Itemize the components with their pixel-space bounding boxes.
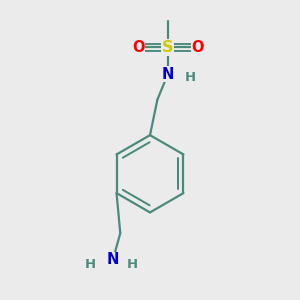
Text: N: N <box>162 67 174 82</box>
Text: S: S <box>162 40 174 55</box>
Text: O: O <box>191 40 204 55</box>
Text: O: O <box>132 40 144 55</box>
Text: N: N <box>107 253 119 268</box>
Text: H: H <box>85 258 96 271</box>
Text: H: H <box>127 258 138 271</box>
Text: H: H <box>184 71 196 84</box>
